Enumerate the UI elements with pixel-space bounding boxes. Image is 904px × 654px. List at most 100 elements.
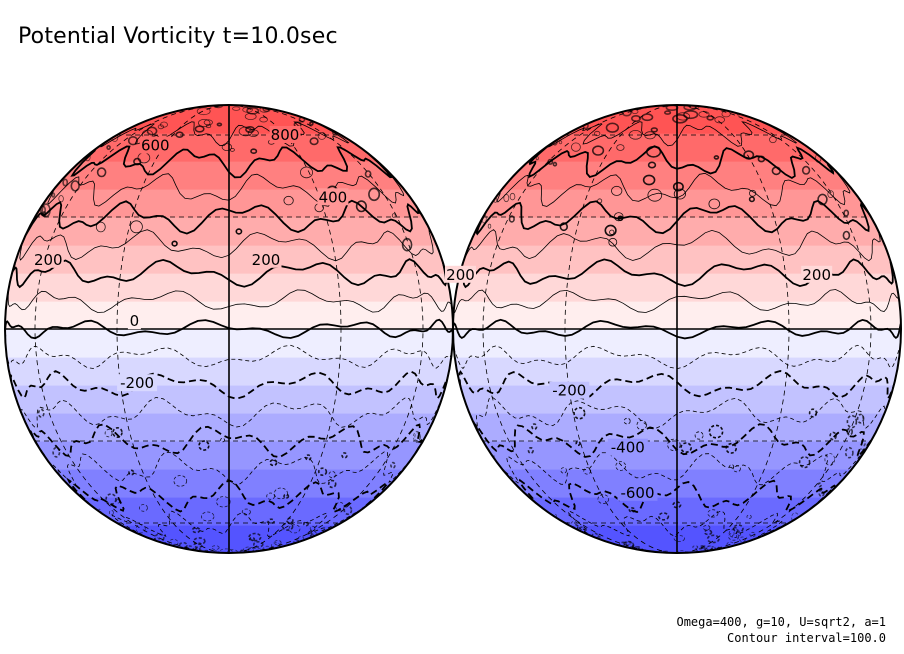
vortex-eddy: [672, 114, 688, 124]
vortex-eddy: [248, 532, 262, 542]
vortex-eddy: [95, 221, 106, 233]
vortex-eddy: [196, 107, 211, 116]
vortex-eddy: [708, 198, 721, 210]
vortex-eddy: [267, 518, 275, 525]
vortex-eddy: [623, 417, 631, 425]
vortex-eddy: [527, 446, 534, 454]
vortex-eddy: [739, 536, 746, 542]
vortex-eddy: [309, 137, 319, 146]
vortex-eddy: [232, 106, 241, 111]
vortex-eddy: [216, 122, 223, 127]
contour-label-bg: [139, 136, 171, 154]
vortex-eddy: [341, 452, 348, 459]
vortex-eddy: [692, 545, 699, 549]
vortex-eddy: [818, 489, 825, 498]
vortex-eddy: [732, 465, 741, 473]
vortex-eddy: [672, 501, 682, 509]
vortex-eddy: [96, 167, 107, 178]
vortex-eddy: [706, 534, 720, 544]
vortex-eddy: [133, 157, 142, 166]
vortex-eddy: [827, 190, 834, 199]
vortex-eddy: [714, 116, 725, 124]
vortex-eddy: [203, 119, 213, 126]
vortex-eddy: [193, 542, 203, 549]
vortex-eddy: [273, 487, 288, 500]
vortex-eddy: [645, 145, 662, 158]
vortex-eddy: [308, 121, 314, 127]
vortex-eddy: [683, 110, 699, 120]
contour-line: [5, 344, 453, 369]
vortex-eddy: [250, 148, 258, 154]
vortex-eddy: [288, 524, 301, 534]
contour-label: 200: [802, 266, 831, 284]
vortex-eddy: [216, 496, 231, 508]
vortex-eddy: [299, 166, 313, 179]
contour-line: [465, 396, 890, 429]
vortex-eddy: [318, 467, 328, 477]
vortex-eddy: [173, 475, 188, 487]
vortex-eddy: [728, 532, 740, 541]
contour-label: 600: [141, 137, 170, 155]
contour-label: 800: [271, 126, 300, 144]
vortex-eddy: [129, 220, 143, 234]
vortex-eddy: [667, 438, 681, 451]
contour-label-bg: [250, 250, 282, 268]
vortex-eddy: [109, 509, 114, 516]
vortex-eddy: [673, 188, 687, 200]
globe-outline: [452, 104, 902, 554]
vortex-eddy: [146, 126, 158, 136]
contour-label: 200: [446, 266, 475, 284]
vortex-eddy: [647, 188, 663, 202]
vortex-eddy: [663, 110, 672, 115]
vortex-eddy: [573, 406, 586, 420]
vortex-eddy: [650, 127, 658, 133]
vortex-eddies: [37, 105, 421, 553]
contour-label: 0: [130, 312, 140, 330]
vortex-eddy: [106, 145, 111, 151]
vortex-eddy: [194, 125, 205, 133]
contour-label: -400: [611, 439, 645, 457]
vortex-eddy: [597, 198, 603, 204]
vortex-eddy: [591, 145, 605, 156]
vortex-eddy: [391, 213, 396, 218]
vortex-eddy: [605, 122, 620, 133]
vortex-eddy: [757, 155, 766, 163]
vortex-eddy: [105, 493, 117, 505]
vortex-eddy: [259, 116, 268, 123]
vortex-eddy: [708, 424, 724, 439]
vortex-eddy: [611, 185, 623, 196]
vortex-eddy: [636, 420, 647, 431]
vortex-eddy: [266, 492, 275, 500]
vortex-eddy: [641, 113, 654, 122]
vortex-eddy: [713, 155, 720, 160]
vortex-eddy: [706, 115, 715, 121]
vortex-eddy: [52, 446, 61, 458]
vortex-eddy: [559, 222, 568, 232]
vortex-eddy: [597, 494, 610, 505]
vortex-eddy: [309, 525, 316, 531]
vortex-eddy: [642, 174, 656, 186]
vortex-eddy: [817, 482, 822, 488]
vortex-eddy: [604, 224, 617, 237]
shading-bands: [453, 105, 901, 553]
vortex-eddy: [703, 529, 713, 536]
vortex-eddy: [732, 534, 738, 538]
vortex-eddy: [104, 429, 113, 438]
vortex-eddy: [283, 493, 290, 499]
vortex-eddy: [62, 178, 69, 187]
vortex-eddy: [127, 136, 139, 146]
vortex-eddy: [771, 166, 781, 176]
vortex-eddy: [575, 440, 581, 447]
vortex-eddy: [844, 446, 854, 459]
vortex-eddy: [157, 124, 164, 130]
shading-bands: [5, 105, 453, 553]
vortex-eddy: [219, 548, 233, 553]
vortex-eddy: [628, 543, 633, 547]
vortex-eddy: [269, 459, 278, 467]
vortex-eddy: [135, 524, 146, 534]
vortex-eddy: [221, 143, 233, 152]
vortex-eddy: [609, 229, 615, 235]
vortex-eddy: [725, 442, 738, 454]
vortex-eddy: [571, 142, 581, 152]
